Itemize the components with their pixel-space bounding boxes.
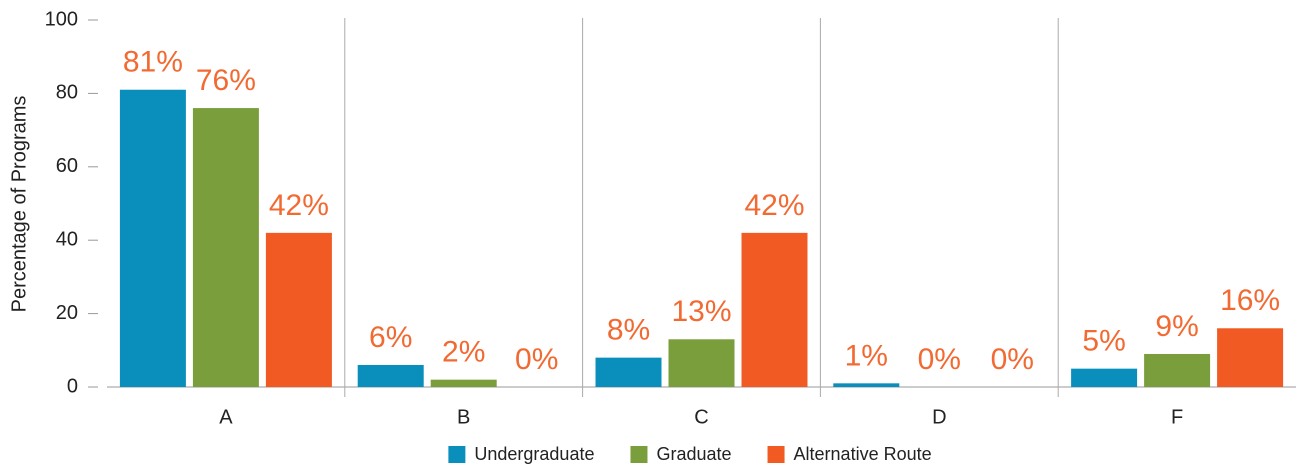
bar <box>668 339 735 387</box>
y-tick-label: 0 <box>67 375 78 397</box>
bar <box>357 364 424 387</box>
x-tick-label: A <box>219 406 233 428</box>
y-tick-label: 20 <box>56 302 78 324</box>
value-label: 9% <box>1155 310 1198 343</box>
value-label: 6% <box>369 321 412 354</box>
bar <box>265 232 332 387</box>
bar <box>595 357 662 387</box>
legend-label: Graduate <box>656 444 731 464</box>
value-label: 0% <box>991 343 1034 376</box>
value-label: 1% <box>845 339 888 372</box>
y-tick-label: 80 <box>56 82 78 104</box>
legend-label: Undergraduate <box>474 444 594 464</box>
bar <box>430 379 497 387</box>
y-tick-label: 100 <box>45 8 78 30</box>
value-label: 0% <box>515 343 558 376</box>
x-tick-label: C <box>694 406 708 428</box>
legend-swatch <box>630 446 648 463</box>
y-tick-label: 40 <box>56 228 78 250</box>
value-label: 76% <box>196 64 256 97</box>
value-label: 42% <box>744 189 804 222</box>
legend-label: Alternative Route <box>794 444 932 464</box>
legend-swatch <box>767 446 785 463</box>
value-label: 13% <box>671 295 731 328</box>
x-tick-label: B <box>457 406 470 428</box>
value-label: 42% <box>269 189 329 222</box>
legend-swatch <box>448 446 466 463</box>
value-label: 5% <box>1082 325 1125 358</box>
value-label: 81% <box>123 46 183 79</box>
value-label: 2% <box>442 336 485 369</box>
bar <box>119 89 186 387</box>
bar <box>192 108 259 387</box>
bar <box>1144 353 1211 387</box>
value-label: 8% <box>607 314 650 347</box>
y-axis-title: Percentage of Programs <box>8 96 30 313</box>
x-tick-label: F <box>1171 406 1183 428</box>
bar <box>833 383 900 387</box>
value-label: 0% <box>918 343 961 376</box>
y-tick-label: 60 <box>56 155 78 177</box>
bar <box>741 232 808 387</box>
value-label: 16% <box>1220 284 1280 317</box>
x-tick-label: D <box>932 406 946 428</box>
bar <box>1217 328 1284 387</box>
bar <box>1071 368 1138 387</box>
